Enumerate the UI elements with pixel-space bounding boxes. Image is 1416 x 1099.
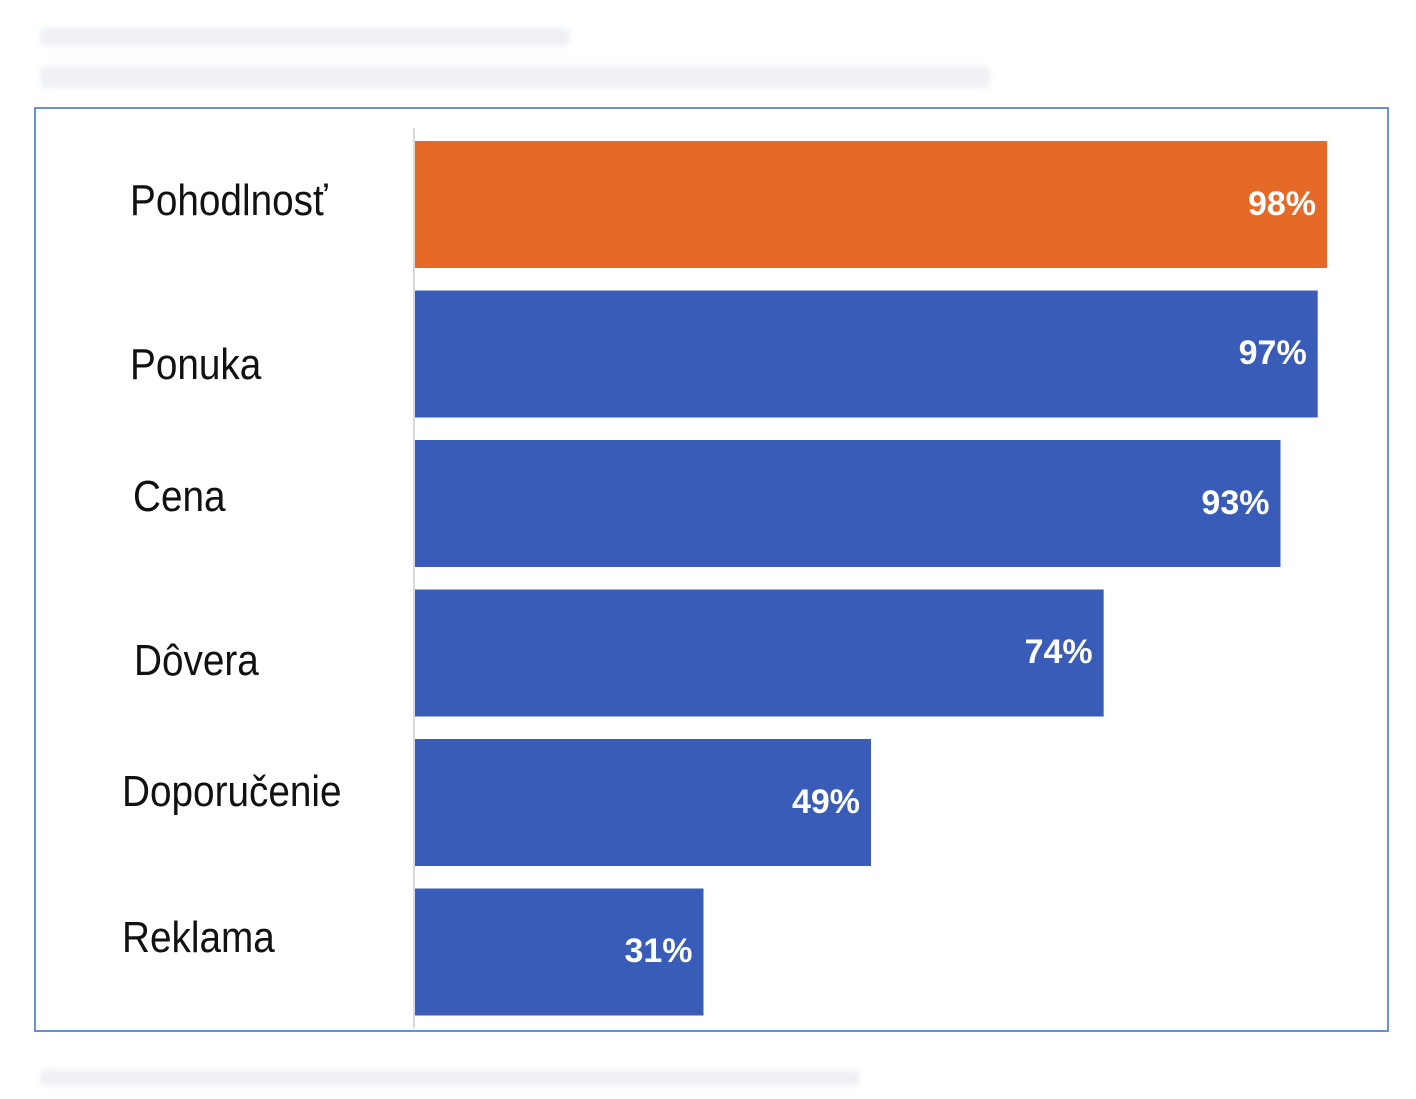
blurred-header-remnant xyxy=(40,28,570,46)
category-label: Doporučenie xyxy=(122,767,342,816)
value-label: 49% xyxy=(791,782,860,821)
value-label: 97% xyxy=(1238,334,1307,372)
blurred-subheader-remnant xyxy=(40,66,990,88)
chart-frame xyxy=(34,107,1389,1032)
blurred-footer-remnant xyxy=(40,1070,860,1086)
value-label: 98% xyxy=(1247,184,1316,223)
category-label: Ponuka xyxy=(130,340,262,389)
category-label: Pohodlnosť xyxy=(130,176,328,225)
value-label: 31% xyxy=(624,932,693,970)
category-axis-line xyxy=(413,128,415,1028)
value-label: 93% xyxy=(1201,483,1270,522)
category-label: Reklama xyxy=(122,913,275,962)
category-label: Cena xyxy=(133,472,226,521)
category-label: Dôvera xyxy=(134,636,259,685)
value-label: 74% xyxy=(1024,633,1093,671)
